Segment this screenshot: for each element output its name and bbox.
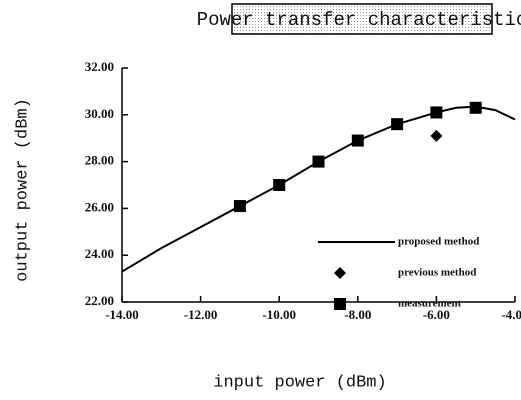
square-marker — [233, 200, 246, 213]
x-tick-label: -12.00 — [184, 307, 218, 322]
square-marker — [391, 118, 404, 131]
legend-label: previous method — [398, 267, 476, 279]
y-tick-label: 22.00 — [85, 293, 114, 308]
legend-marker — [334, 267, 346, 279]
legend-label: measurement — [398, 298, 462, 310]
y-tick-label: 28.00 — [85, 153, 114, 168]
legend-label: proposed method — [398, 236, 479, 248]
square-marker — [351, 134, 364, 147]
square-marker — [469, 101, 482, 114]
legend-marker — [334, 298, 346, 310]
x-tick-label: -10.00 — [262, 307, 296, 322]
x-tick-label: -14.00 — [105, 307, 139, 322]
y-tick-label: 32.00 — [85, 59, 114, 74]
x-tick-label: -4.00 — [501, 307, 521, 322]
x-axis-label: input power (dBm) — [213, 373, 386, 392]
square-marker — [273, 179, 286, 191]
x-tick-label: -6.00 — [423, 307, 450, 322]
y-tick-label: 26.00 — [85, 199, 114, 214]
y-axis-label: output power (dBm) — [13, 98, 32, 282]
diamond-marker — [430, 129, 443, 142]
y-tick-label: 24.00 — [85, 246, 114, 261]
chart-title: Power transfer characteristic — [197, 9, 521, 31]
square-marker — [430, 106, 443, 119]
y-tick-label: 30.00 — [85, 106, 114, 121]
x-tick-label: -8.00 — [344, 307, 371, 322]
title-box — [231, 3, 493, 35]
square-marker — [312, 155, 325, 168]
